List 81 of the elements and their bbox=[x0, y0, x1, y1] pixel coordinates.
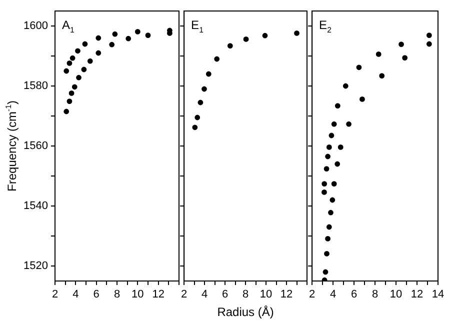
x-tick-label: 4 bbox=[72, 288, 79, 301]
y-tick-label: 1560 bbox=[24, 140, 48, 152]
point bbox=[227, 43, 233, 48]
y-tick-label: 1600 bbox=[24, 20, 48, 32]
point bbox=[328, 132, 334, 138]
y-tick-label: 1520 bbox=[24, 260, 48, 272]
point bbox=[109, 42, 115, 48]
y-tick-label: 1580 bbox=[24, 80, 48, 92]
point bbox=[426, 41, 432, 47]
point bbox=[96, 35, 102, 41]
point bbox=[325, 154, 330, 160]
x-tick-label: 2 bbox=[52, 288, 58, 301]
x-tick-label: 2 bbox=[308, 288, 316, 301]
x-tick-label: 6 bbox=[222, 288, 228, 301]
point bbox=[81, 66, 87, 72]
point bbox=[66, 60, 72, 66]
x-tick-label: 10 bbox=[260, 288, 272, 301]
point bbox=[202, 86, 207, 92]
point bbox=[426, 32, 432, 38]
x-tick-label: 10 bbox=[390, 288, 402, 301]
point bbox=[262, 32, 268, 38]
point bbox=[243, 36, 249, 42]
x-tick-label: 12 bbox=[410, 288, 424, 301]
point bbox=[322, 190, 327, 195]
point bbox=[194, 114, 200, 120]
point bbox=[342, 83, 348, 89]
point bbox=[334, 161, 340, 167]
point bbox=[402, 55, 408, 60]
point bbox=[324, 251, 330, 256]
point bbox=[206, 71, 212, 77]
point bbox=[70, 55, 76, 61]
point bbox=[376, 52, 382, 57]
point bbox=[334, 103, 340, 108]
point bbox=[346, 121, 352, 127]
point bbox=[72, 84, 78, 90]
point bbox=[338, 144, 344, 150]
point bbox=[331, 181, 337, 186]
x-axis-title: Radius (Å) bbox=[217, 305, 274, 319]
point bbox=[75, 48, 80, 54]
point bbox=[87, 58, 93, 64]
point bbox=[214, 56, 220, 62]
point bbox=[68, 90, 74, 96]
point bbox=[76, 74, 82, 80]
point bbox=[360, 96, 365, 102]
point bbox=[64, 108, 70, 114]
x-tick-label: 4 bbox=[330, 288, 336, 301]
point bbox=[330, 197, 336, 203]
point bbox=[379, 73, 385, 78]
point bbox=[134, 29, 140, 34]
x-tick-label: 6 bbox=[350, 288, 358, 301]
point bbox=[324, 166, 330, 172]
point bbox=[96, 50, 102, 56]
point bbox=[66, 98, 72, 104]
point bbox=[82, 41, 88, 47]
x-tick-label: 4 bbox=[201, 288, 208, 301]
point bbox=[356, 64, 362, 70]
point bbox=[126, 36, 132, 42]
point bbox=[112, 31, 118, 37]
point bbox=[331, 121, 337, 127]
x-tick-label: 14 bbox=[432, 288, 444, 301]
point bbox=[294, 30, 300, 36]
x-tick-label: 12 bbox=[280, 288, 293, 301]
x-tick-label: 8 bbox=[114, 288, 120, 301]
point bbox=[145, 32, 151, 38]
y-tick-label: 1540 bbox=[24, 200, 48, 212]
point bbox=[398, 42, 404, 47]
point bbox=[325, 236, 330, 242]
x-tick-label: 8 bbox=[242, 288, 249, 301]
point bbox=[322, 181, 328, 186]
x-tick-label: 10 bbox=[132, 288, 144, 301]
x-tick-label: 6 bbox=[93, 288, 100, 301]
point bbox=[326, 224, 332, 230]
x-tick-label: 8 bbox=[372, 288, 378, 301]
point bbox=[192, 124, 198, 130]
x-tick-label: 2 bbox=[180, 288, 188, 301]
point bbox=[198, 100, 204, 106]
point bbox=[64, 68, 70, 74]
point bbox=[322, 269, 328, 275]
point bbox=[326, 144, 332, 150]
x-tick-label: 12 bbox=[152, 288, 164, 301]
point bbox=[328, 210, 334, 216]
